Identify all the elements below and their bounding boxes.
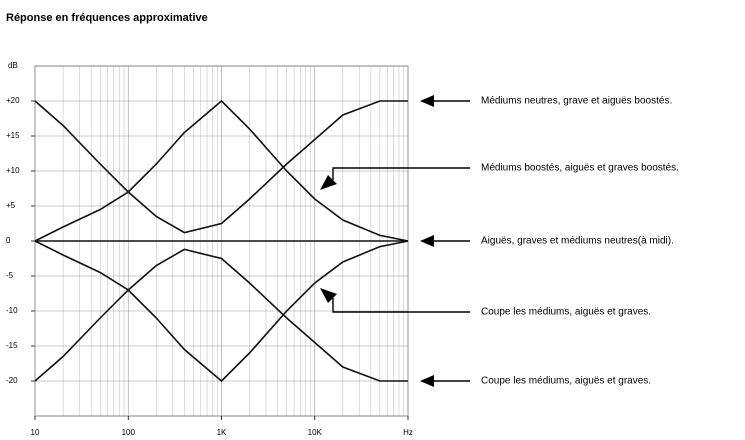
y-tick-label: +10 — [6, 166, 20, 175]
arrows — [320, 95, 470, 387]
y-tick-label: -15 — [6, 341, 18, 350]
curve — [34, 248, 408, 382]
y-tick-label: -20 — [6, 376, 18, 385]
annotation: Médiums boostés, aiguës et graves boosté… — [481, 163, 679, 174]
x-tick-label: 10 — [31, 428, 40, 437]
annotation: Médiums neutres, grave et aiguës boostés… — [481, 96, 672, 107]
x-tick-label: 1K — [217, 428, 227, 437]
annotation: Coupe les médiums, aiguës et graves. — [481, 307, 651, 318]
y-tick-label: +5 — [6, 201, 16, 210]
annotation: Aiguës, graves et médiums neutres(à midi… — [481, 236, 674, 247]
chart-title: Réponse en fréquences approximative — [6, 12, 208, 24]
arrow — [332, 298, 470, 313]
x-tick-label: Hz — [403, 428, 413, 437]
arrow-head — [420, 235, 434, 247]
y-axis-label: dB — [8, 61, 18, 70]
curve — [34, 100, 408, 234]
y-tick-label: +15 — [6, 131, 20, 140]
arrow-head — [320, 288, 337, 303]
arrow-head — [320, 175, 337, 190]
y-tick-label: -10 — [6, 306, 18, 315]
arrow-head — [420, 375, 434, 387]
arrow-head — [420, 95, 434, 107]
arrow — [332, 167, 470, 180]
y-tick-label: 0 — [6, 236, 11, 245]
curve — [34, 240, 409, 383]
y-tick-label: +20 — [6, 96, 20, 105]
plot-area: +20 +15 +10 +5 0 -5 -10 -15 -20 10 100 1K 10K Hz — [6, 65, 413, 437]
x-tick-label: 100 — [122, 428, 136, 437]
curve — [34, 99, 409, 242]
x-tick-label: 10K — [308, 428, 323, 437]
annotation: Coupe les médiums, aiguës et graves. — [481, 376, 651, 387]
y-tick-label: -5 — [6, 271, 14, 280]
